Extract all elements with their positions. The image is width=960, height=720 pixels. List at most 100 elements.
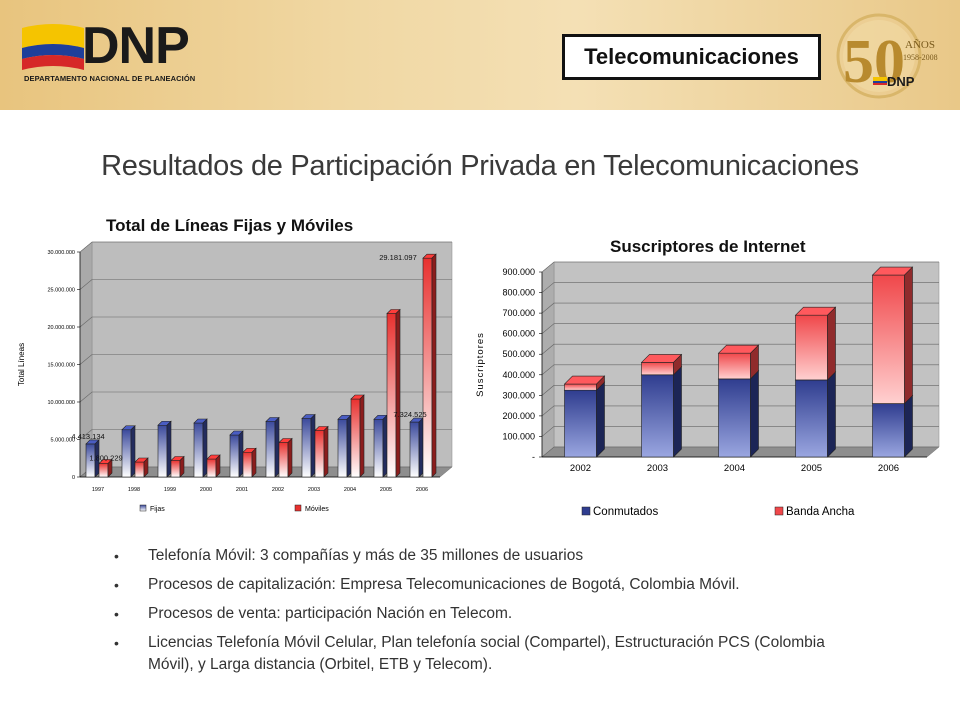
page-title: Resultados de Participación Privada en T… (101, 150, 859, 182)
x-tick-label: 1999 (164, 487, 176, 493)
bar-fijas (157, 420, 172, 478)
x-tick-label: 2003 (308, 487, 320, 493)
legend-label-moviles: Móviles (305, 506, 329, 513)
x-tick-label: 2005 (380, 487, 392, 493)
bar-fijas (265, 416, 280, 478)
bullet-item: Procesos de venta: participación Nación … (112, 603, 872, 625)
legend-swatch-banda-ancha (774, 506, 784, 516)
y-tick-label: 15.000.000 (47, 363, 75, 369)
y-tick-label: 25.000.000 (47, 288, 75, 294)
bar-conmutados (563, 381, 606, 458)
x-tick-label: 2001 (236, 487, 248, 493)
logo-text: DNP (82, 17, 190, 75)
y-axis-label: Total Líneas (17, 343, 26, 386)
x-tick-label: 1997 (92, 487, 104, 493)
x-tick-label: 2006 (416, 487, 428, 493)
data-label: 7.324.525 (393, 410, 426, 419)
x-tick-label: 2005 (801, 463, 822, 474)
bar-fijas (337, 414, 352, 478)
gridline (541, 282, 939, 293)
bar-banda-ancha (871, 266, 914, 405)
data-label: 1.800.229 (89, 453, 122, 462)
header-band: DNP DEPARTAMENTO NACIONAL DE PLANEACIÓN … (0, 0, 960, 110)
gridline (79, 391, 452, 403)
bar-fijas (301, 413, 316, 478)
y-tick-label: 500.000 (502, 349, 535, 359)
y-tick-label: 10.000.000 (47, 400, 75, 406)
bullet-item: Licencias Telefonía Móvil Celular, Plan … (112, 632, 872, 676)
bar-fijas (409, 417, 424, 478)
bar-moviles (278, 437, 293, 478)
dnp-logo: DNP DEPARTAMENTO NACIONAL DE PLANEACIÓN (22, 18, 222, 88)
bar-moviles (350, 394, 365, 478)
bar-moviles (206, 454, 221, 478)
bar-banda-ancha (794, 306, 837, 381)
x-tick-label: 2004 (724, 463, 745, 474)
bar-banda-ancha (717, 344, 760, 380)
bar-moviles (314, 425, 329, 478)
gridline (79, 279, 452, 290)
bar-moviles (422, 253, 437, 478)
anniversary-years: 1958-2008 (903, 53, 938, 62)
chart-title: Total de Líneas Fijas y Móviles (106, 216, 353, 235)
y-tick-label: 900.000 (502, 267, 535, 277)
legend-label-banda-ancha: Banda Ancha (786, 506, 855, 518)
bar-fijas (121, 425, 136, 478)
legend-label-fijas: Fijas (150, 506, 165, 513)
fixed-mobile-lines-chart: Total de Líneas Fijas y Móviles 0 5.000.00… (17, 216, 453, 513)
legend-swatch-conmutados (581, 506, 591, 516)
anniversary-label: AÑOS (905, 39, 935, 51)
internet-subscribers-chart: Suscriptores de Internet - 100.000 200.000 3… (475, 237, 940, 518)
bar-conmutados (717, 370, 760, 458)
y-tick-label: 800.000 (502, 288, 535, 298)
bar-banda-ancha (563, 375, 606, 391)
gridline (79, 316, 452, 328)
anniversary-brand: DNP (887, 74, 915, 89)
x-tick-label: 1998 (128, 487, 140, 493)
x-tick-label: 2004 (344, 487, 356, 493)
bullet-item: Procesos de capitalización: Empresa Tele… (112, 574, 872, 596)
bar-fijas (85, 439, 100, 478)
bar-moviles (242, 447, 257, 478)
data-label: 4.413.134 (71, 432, 104, 441)
y-axis-label: Suscriptores (475, 332, 486, 397)
section-label: Telecomunicaciones (562, 34, 821, 80)
y-tick-label: 300.000 (502, 390, 535, 400)
bar-conmutados (640, 366, 683, 458)
y-tick-label: 100.000 (502, 431, 535, 441)
x-tick-label: 2006 (878, 463, 899, 474)
data-label: 29.181.097 (379, 253, 417, 262)
bar-moviles (98, 458, 113, 478)
y-tick-label: 30.000.000 (47, 250, 75, 256)
logo-subtitle: DEPARTAMENTO NACIONAL DE PLANEACIÓN (24, 74, 196, 83)
legend-swatch-moviles (294, 504, 302, 512)
bar-conmutados (794, 371, 837, 458)
bar-fijas (229, 430, 244, 478)
y-tick-label: 200.000 (502, 411, 535, 421)
colombia-flag-icon (22, 24, 84, 70)
bar-banda-ancha (640, 353, 683, 376)
bar-moviles (386, 308, 401, 478)
gridline (79, 429, 452, 440)
x-tick-label: 2003 (647, 463, 668, 474)
chart-title: Suscriptores de Internet (610, 237, 806, 256)
gridline (541, 261, 939, 273)
bar-fijas (193, 418, 208, 478)
y-tick-label: 20.000.000 (47, 325, 75, 331)
legend-swatch-fijas (139, 504, 147, 512)
bar-conmutados (871, 394, 914, 458)
bar-fijas (373, 414, 388, 478)
bar-moviles (134, 457, 149, 478)
y-tick-label: 0 (72, 475, 75, 481)
y-tick-label: 700.000 (502, 308, 535, 318)
x-tick-label: 2000 (200, 487, 212, 493)
anniversary-logo: 50 AÑOS 1958-2008 DNP (835, 12, 953, 102)
x-tick-label: 2002 (570, 463, 591, 474)
gridline (541, 302, 939, 314)
y-tick-label: 400.000 (502, 370, 535, 380)
y-tick-label: 600.000 (502, 329, 535, 339)
bullet-item: Telefonía Móvil: 3 compañías y más de 35… (112, 545, 872, 567)
gridline (79, 241, 452, 253)
bullet-list: Telefonía Móvil: 3 compañías y más de 35… (112, 545, 872, 683)
y-tick-label: - (532, 452, 535, 462)
